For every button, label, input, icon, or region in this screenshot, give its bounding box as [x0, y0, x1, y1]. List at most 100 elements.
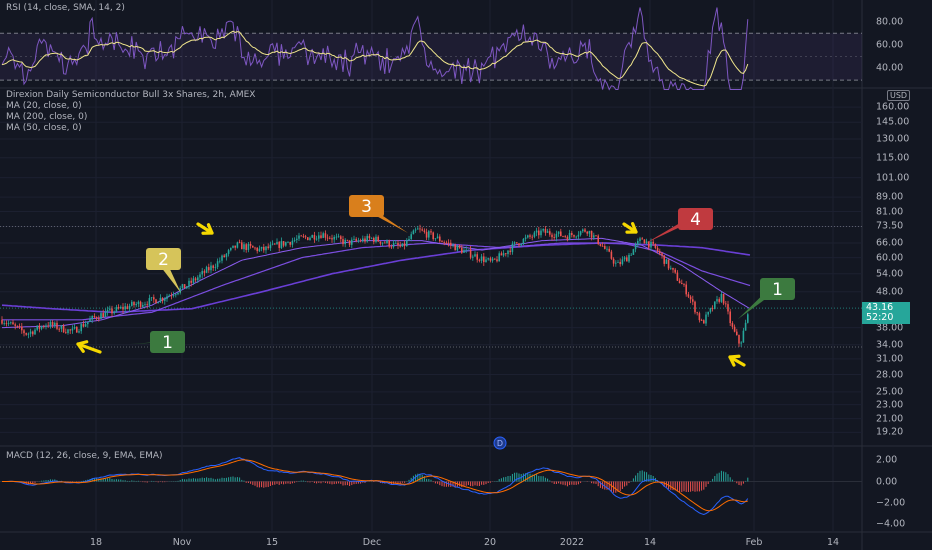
candle-body [120, 306, 122, 309]
axis-tick-label: 81.00 [876, 206, 904, 218]
candle-body [225, 253, 228, 257]
candle-body [619, 261, 621, 265]
candle-body [212, 265, 214, 268]
candle-body [518, 243, 520, 246]
candle-body [353, 238, 355, 240]
candle-body [381, 242, 384, 244]
axis-tick-label: 34.00 [876, 339, 904, 351]
candle-body [128, 305, 131, 309]
bubble-box [150, 331, 185, 353]
axis-tick-label: 89.00 [876, 191, 904, 203]
candle-body [324, 233, 327, 238]
candle-body [260, 246, 263, 249]
time-tick-label: 14 [643, 537, 657, 548]
candle-body [674, 269, 676, 273]
candle-body [199, 274, 201, 278]
candle-body [681, 283, 683, 285]
candle-body [599, 243, 602, 246]
candle-body [687, 294, 690, 297]
candle-body [665, 259, 668, 264]
candle-body [401, 243, 404, 247]
main-legend-title: Direxion Daily Semiconductor Bull 3x Sha… [6, 90, 256, 100]
candle-body [216, 261, 219, 268]
candle-body [447, 242, 450, 244]
candle-body [190, 280, 192, 283]
candle-body [302, 236, 305, 238]
axis-tick-label: 160.00 [876, 101, 910, 113]
candle-body [142, 304, 144, 307]
candle-body [89, 319, 91, 322]
candle-body [247, 244, 250, 250]
macd-legend[interactable]: MACD (12, 26, close, 9, EMA, EMA) [6, 451, 163, 462]
candle-body [553, 237, 555, 238]
candle-body [485, 259, 487, 263]
candle-body [491, 258, 494, 261]
candle-body [109, 308, 111, 310]
down-arrow [622, 222, 638, 234]
candle-body [49, 322, 52, 327]
candle-body [73, 327, 76, 329]
time-tick-label: 20 [483, 537, 497, 548]
candle-body [722, 293, 725, 304]
candle-body [104, 311, 107, 318]
bubble-box [760, 278, 795, 300]
candle-body [522, 238, 525, 245]
macd-line [2, 457, 749, 516]
bubble-box [678, 208, 713, 230]
candle-body [661, 253, 663, 256]
candle-body [546, 231, 549, 233]
arrow-head [625, 222, 638, 234]
candle-body [397, 242, 399, 246]
time-tick-label: 18 [89, 537, 103, 548]
candle-body [56, 322, 58, 329]
candle-body [36, 325, 38, 330]
candle-body [667, 259, 670, 269]
candle-body [505, 253, 507, 255]
candle-body [474, 254, 476, 257]
candle-body [542, 228, 544, 231]
candle-body [727, 304, 729, 312]
bubble-label: 3 [361, 197, 372, 217]
candle-body [126, 306, 129, 309]
candle-body [568, 232, 571, 240]
candle-body [285, 242, 287, 246]
candle-body [648, 241, 650, 248]
candle-body [357, 240, 360, 242]
candle-body [71, 328, 74, 331]
candle-body [98, 318, 100, 320]
candle-body [551, 234, 553, 238]
candle-body [166, 296, 168, 299]
candle-body [45, 325, 47, 327]
candle-body [346, 239, 349, 241]
arrow-head [76, 340, 89, 353]
candle-body [617, 261, 619, 263]
axis-tick-label: 101.00 [876, 172, 910, 184]
currency-badge[interactable]: USD [887, 90, 911, 101]
candle-body [197, 277, 199, 281]
candle-body [670, 267, 672, 269]
candle-body [27, 333, 30, 335]
candle-body [716, 299, 718, 302]
candle-body [194, 278, 197, 281]
main-legend[interactable]: Direxion Daily Semiconductor Bull 3x Sha… [6, 90, 255, 134]
candle-body [379, 241, 382, 244]
candle-body [93, 315, 96, 318]
candle-body [366, 235, 368, 242]
candle-body [208, 267, 210, 271]
candle-body [747, 314, 749, 323]
candle-body [18, 326, 21, 327]
candle-body [538, 230, 540, 236]
up-arrow [728, 354, 746, 367]
candle-body [359, 240, 362, 242]
candle-body [159, 297, 162, 303]
candle-body [298, 235, 300, 239]
candle-body [392, 243, 395, 247]
down-arrow [196, 222, 214, 235]
rsi-legend[interactable]: RSI (14, close, SMA, 14, 2) [6, 3, 125, 14]
candle-body [351, 239, 353, 245]
annotation-5: 1 [738, 278, 795, 319]
candle-body [135, 304, 137, 306]
axis-tick-label: 0.00 [876, 476, 898, 487]
candle-body [654, 243, 657, 248]
